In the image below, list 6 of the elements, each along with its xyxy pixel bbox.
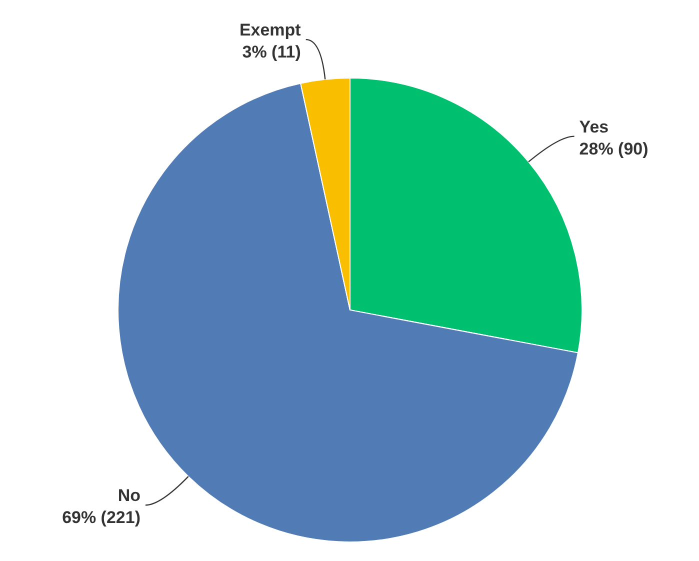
data-label: 3% (11) — [242, 42, 301, 62]
slice-label: Exempt — [239, 20, 302, 40]
data-label: 28% (90) — [579, 139, 648, 158]
slice-label: Yes — [579, 117, 609, 136]
data-label: 69% (221) — [62, 508, 140, 528]
slice-label: No — [118, 486, 140, 506]
